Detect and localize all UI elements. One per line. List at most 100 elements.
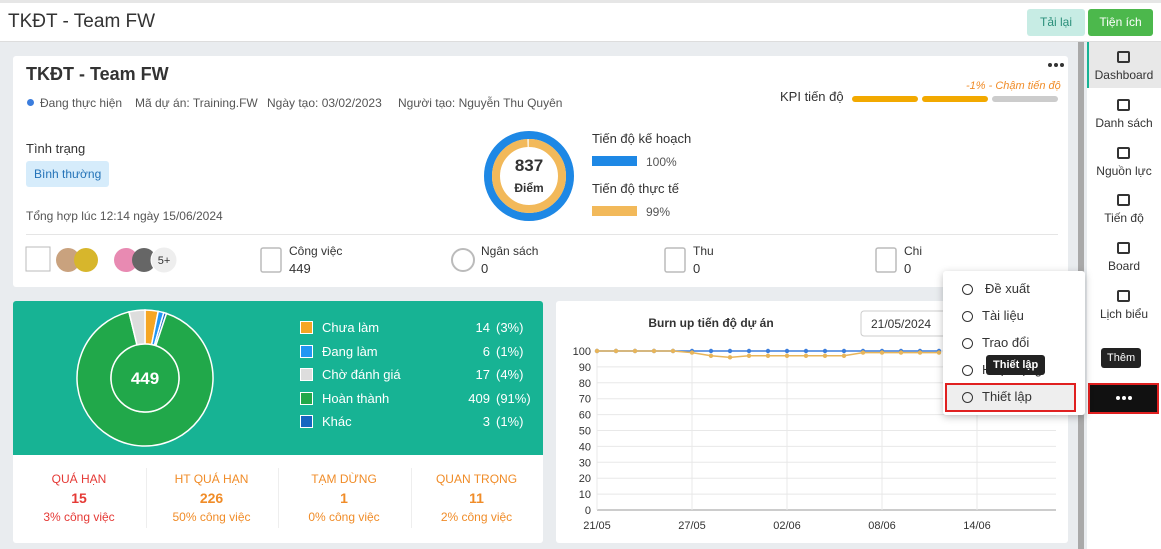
donut-total: 449	[131, 369, 159, 388]
sidebar-item[interactable]: Board	[1107, 259, 1141, 273]
series-point	[632, 348, 638, 354]
x-tick-label: 08/06	[868, 520, 896, 532]
creator: Người tạo: Nguyễn Thu Quyên	[398, 96, 563, 110]
stat-label: Công việc	[289, 244, 343, 258]
stat-label: Chi	[904, 244, 923, 258]
status: Đang thực hiện	[40, 96, 123, 110]
legend-swatch	[300, 368, 313, 381]
overview-divider	[278, 468, 279, 528]
legend-swatch	[300, 391, 313, 405]
project-code: Mã dự án: Training.FW	[135, 96, 258, 110]
legend-label: Khác	[322, 414, 352, 429]
menu-icon	[962, 311, 973, 322]
y-tick-label: 80	[579, 378, 591, 390]
reload-button[interactable]: Tải lại	[1027, 9, 1085, 36]
dots-icon	[1048, 63, 1064, 67]
overview-label: HT QUÁ HẠN	[174, 472, 249, 486]
kpi-bar	[992, 96, 1058, 102]
condition-label: Tình trạng	[26, 141, 86, 156]
avatar-more	[150, 246, 178, 274]
y-tick-label: 30	[579, 457, 591, 469]
actual-value: 99%	[646, 205, 671, 219]
overview-divider	[410, 468, 412, 528]
more-button[interactable]	[1088, 383, 1159, 414]
series-point	[708, 353, 714, 358]
sidebar-icon	[1117, 99, 1130, 111]
series-point	[803, 348, 809, 354]
legend-percent: (91%)	[496, 390, 531, 406]
stat-icon	[875, 247, 897, 273]
sidebar-item[interactable]: Dashboard	[1094, 68, 1154, 82]
sidebar-item[interactable]: Tiến độ	[1104, 211, 1144, 225]
plan-bar	[592, 156, 637, 166]
menu-item[interactable]: Đề xuất	[985, 281, 1030, 296]
y-tick-label: 0	[585, 505, 591, 517]
sidebar-tooltip: Thêm	[1101, 348, 1142, 368]
stat-value: 0	[904, 261, 912, 276]
kpi-bar	[852, 96, 918, 102]
series-point	[670, 348, 676, 354]
icon-shape	[664, 247, 686, 273]
score-label: Điểm	[514, 181, 543, 195]
series-point	[879, 350, 885, 355]
card-menu-dots[interactable]	[1048, 61, 1064, 69]
icon-shape	[875, 247, 897, 273]
legend-percent: (3%)	[496, 320, 524, 335]
progress-ring	[492, 139, 566, 213]
legend-percent: (1%)	[496, 414, 524, 429]
chart-title: Burn up tiến độ dự án	[648, 316, 773, 330]
overview-value: 226	[199, 490, 224, 506]
stat-icon	[664, 247, 686, 273]
overview-label: QUAN TRỌNG	[435, 472, 518, 486]
overview-note: 2% công việc	[440, 510, 513, 524]
sidebar-icon	[1117, 194, 1130, 206]
legend-value: 3	[482, 414, 490, 429]
score-ring: 837 Điểm	[484, 131, 574, 221]
x-tick-label: 27/05	[678, 520, 706, 532]
avatar	[56, 248, 80, 272]
overview-note: 50% công việc	[172, 510, 251, 524]
overview-divider	[145, 468, 147, 528]
menu-item[interactable]: Tài liệu	[982, 308, 1024, 323]
x-tick-label: 21/05	[583, 520, 611, 532]
y-tick-label: 20	[579, 473, 591, 485]
summary-time: Tổng hợp lúc 12:14 ngày 15/06/2024	[26, 209, 223, 223]
legend-swatch	[300, 344, 313, 358]
y-tick-label: 70	[579, 394, 591, 406]
dots-icon	[1116, 396, 1132, 400]
stat-icon	[260, 247, 282, 273]
legend-swatch	[300, 321, 313, 334]
overview-label: QUÁ HẠN	[51, 472, 107, 486]
stat-value: 449	[289, 261, 311, 276]
menu-item[interactable]: Trao đổi	[982, 335, 1030, 350]
legend-percent: (4%)	[496, 367, 524, 382]
series-point	[803, 353, 809, 358]
series-point	[708, 348, 714, 354]
series-point	[651, 348, 657, 354]
progress-ring	[484, 131, 574, 221]
series-point	[594, 348, 600, 354]
icon-shape	[451, 248, 475, 272]
utilities-button[interactable]: Tiện ích	[1088, 9, 1153, 36]
icon-shape	[260, 247, 282, 273]
series-point	[784, 353, 790, 358]
series-point	[765, 348, 771, 354]
sidebar-item[interactable]: Nguồn lực	[1096, 164, 1152, 178]
y-tick-label: 40	[579, 441, 591, 453]
page-title: TKĐT - Team FW	[8, 11, 156, 32]
legend-label: Chờ đánh giá	[322, 367, 401, 382]
overview-label: TẠM DỪNG	[311, 472, 377, 486]
menu-tooltip: Thiết lập	[986, 355, 1046, 375]
kpi-note: -1% - Chậm tiến độ	[966, 80, 1061, 92]
sidebar-item[interactable]: Lịch biểu	[1099, 307, 1149, 321]
series-point	[746, 353, 752, 358]
date-value: 21/05/2024	[871, 317, 931, 331]
overview-value: 1	[340, 490, 348, 506]
plan-label: Tiến độ kế hoạch	[592, 131, 692, 146]
sidebar-item[interactable]: Danh sách	[1095, 116, 1153, 130]
series-point	[765, 353, 771, 358]
series-point	[689, 350, 695, 355]
donut-chart: 449	[76, 309, 214, 447]
menu-item[interactable]: Thiết lập	[982, 389, 1032, 404]
actual-bar	[592, 206, 637, 216]
